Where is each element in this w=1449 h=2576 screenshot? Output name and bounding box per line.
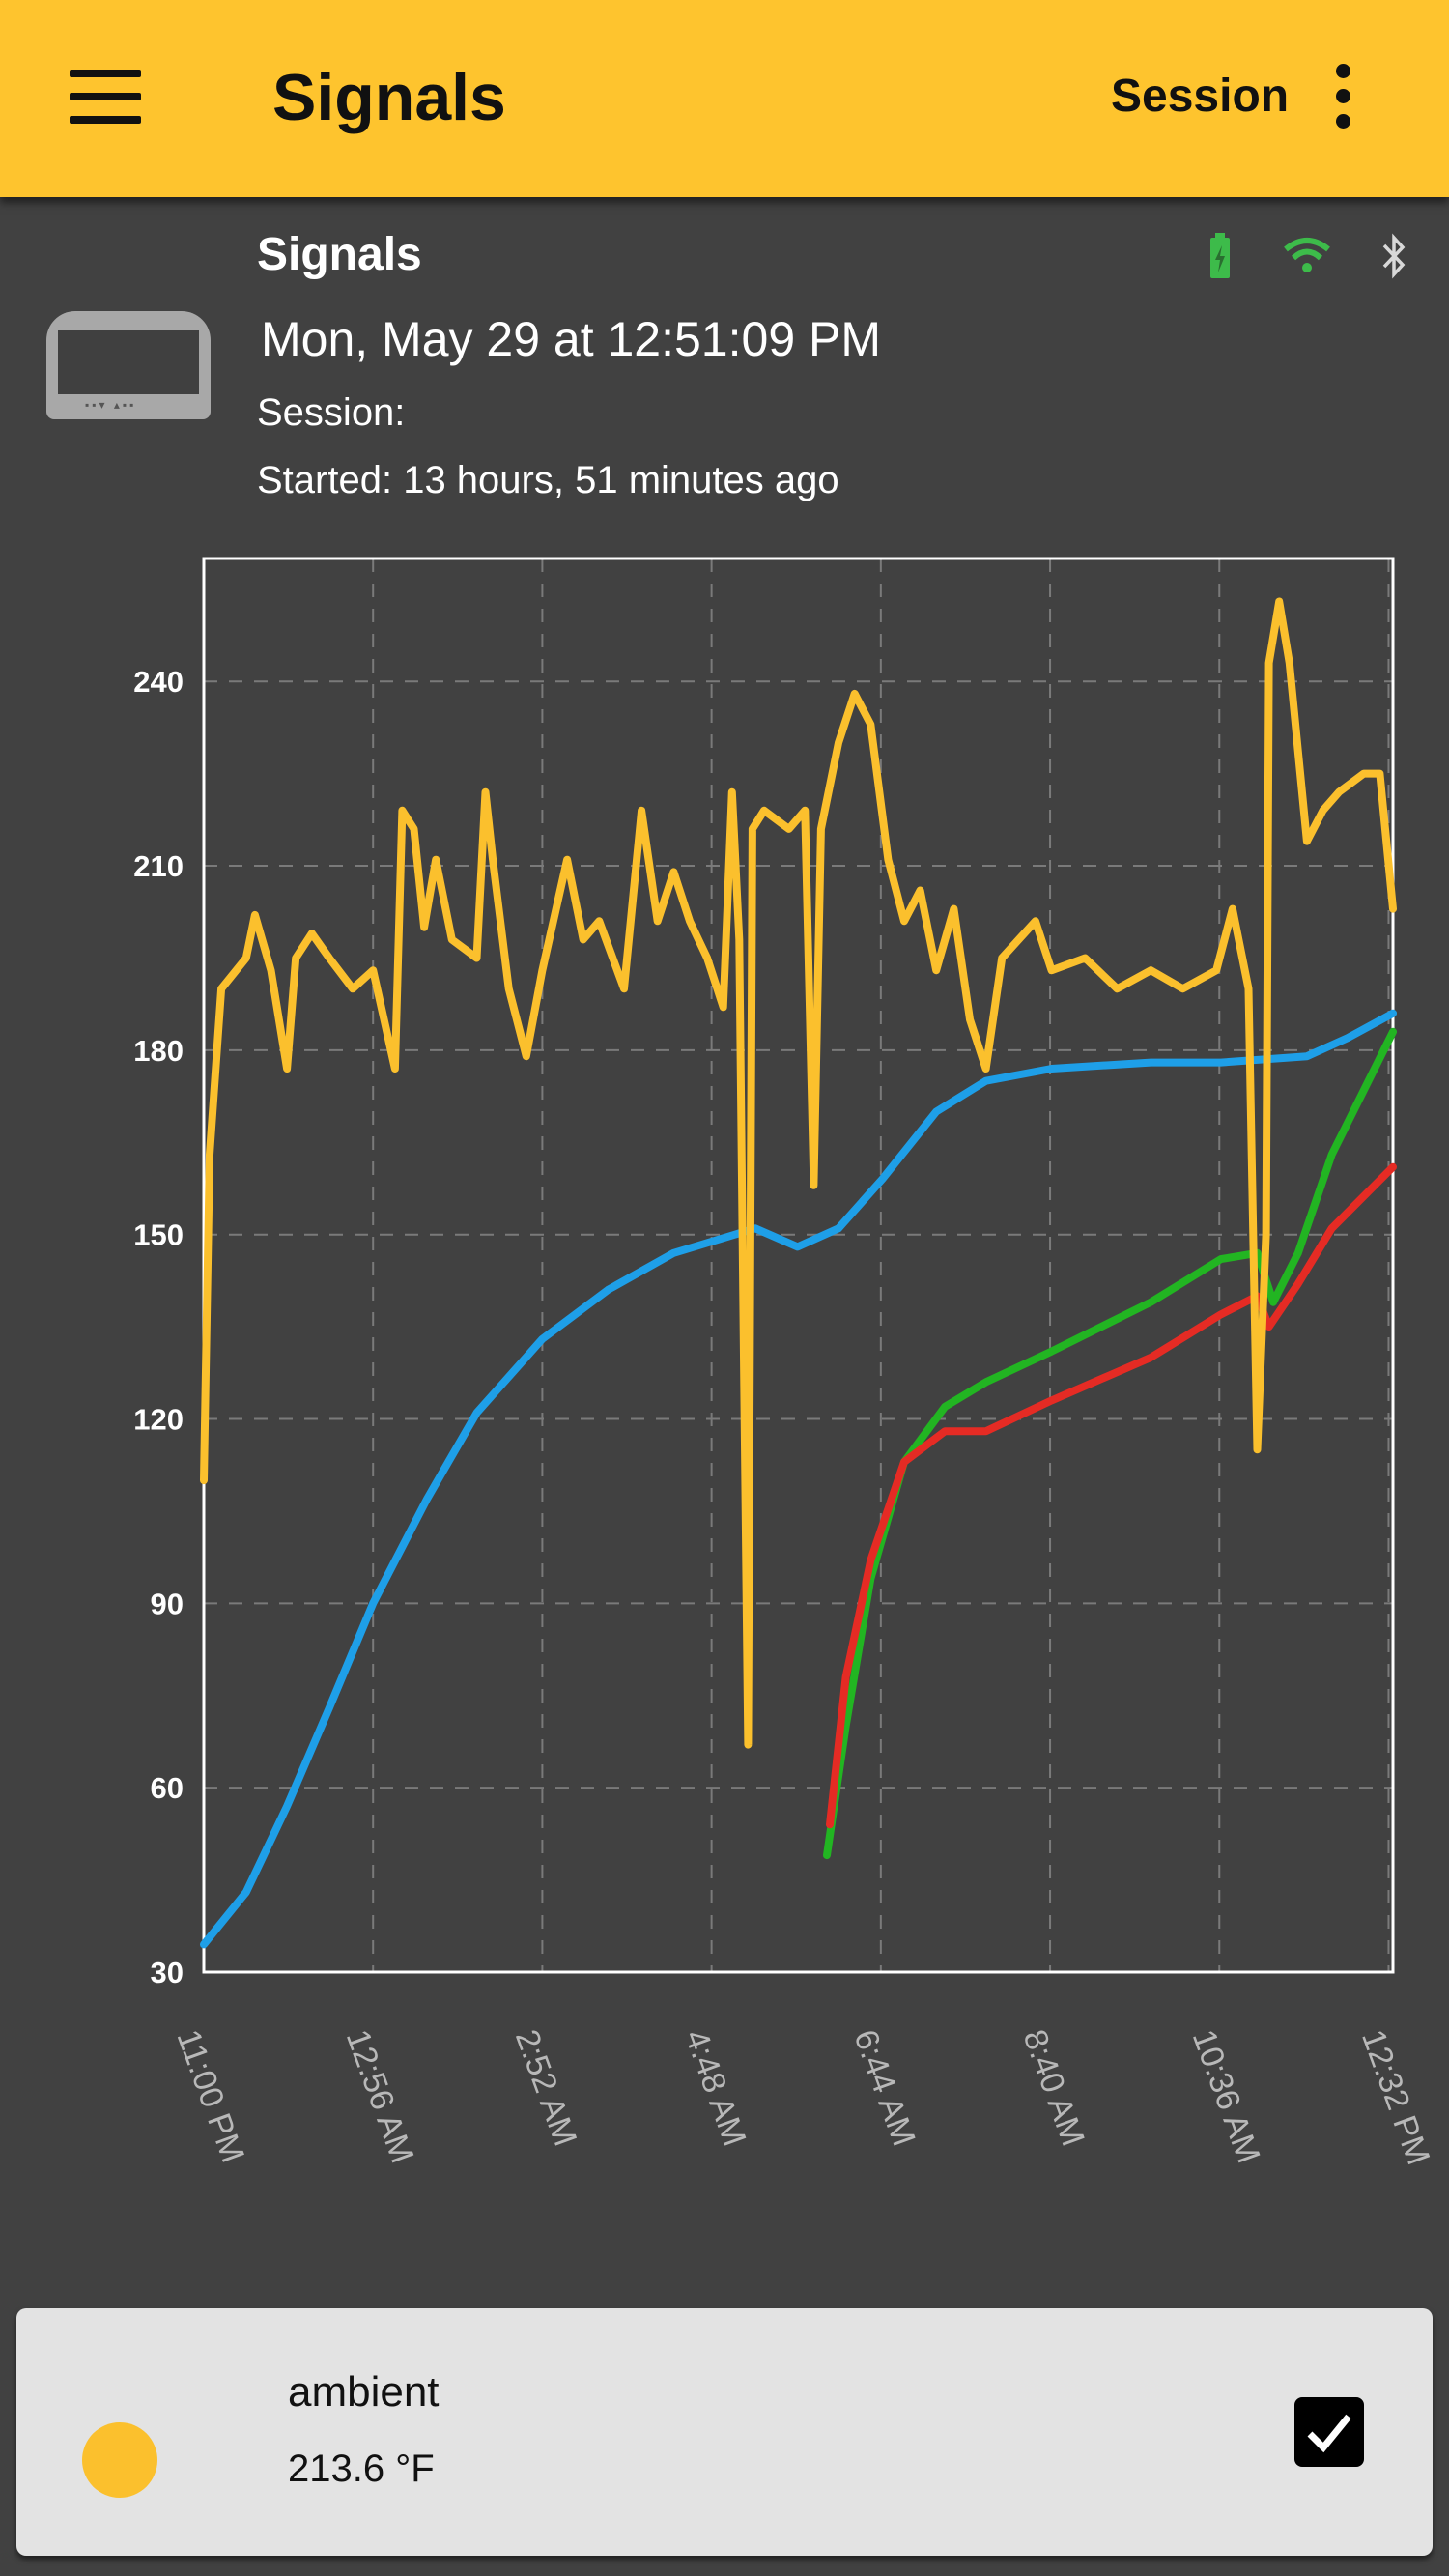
battery-charging-icon	[1210, 233, 1230, 278]
bluetooth-icon	[1382, 233, 1406, 279]
hamburger-menu-icon[interactable]	[70, 70, 141, 124]
series-color-dot	[82, 2422, 157, 2498]
x-tick-label: 11:00 PM	[169, 2025, 251, 2167]
legend-card-ambient[interactable]: ambient 213.6 °F	[16, 2308, 1433, 2556]
y-tick-label: 30	[151, 1956, 184, 1989]
x-tick-label: 12:32 PM	[1354, 2025, 1436, 2170]
y-tick-label: 210	[133, 849, 184, 883]
series-line-series-2	[200, 1009, 1397, 1949]
more-vertical-icon[interactable]	[1333, 64, 1354, 129]
series-line-series-3	[826, 1162, 1397, 1829]
series-line-ambient	[200, 597, 1397, 1749]
session-label: Session:	[257, 391, 406, 434]
x-tick-label: 12:56 AM	[339, 2025, 421, 2168]
y-tick-label: 60	[151, 1771, 184, 1805]
checkmark-icon	[1307, 2414, 1351, 2453]
series-value: 213.6 °F	[288, 2447, 435, 2490]
y-tick-label: 150	[133, 1218, 184, 1252]
y-tick-label: 120	[133, 1403, 184, 1437]
y-tick-label: 240	[133, 665, 184, 699]
x-tick-label: 2:52 AM	[508, 2025, 583, 2151]
device-icon: ▪▪▾ ▴▪▪	[46, 311, 211, 419]
y-tick-label: 90	[151, 1587, 184, 1620]
app-bar: Signals Session	[0, 0, 1449, 197]
x-tick-label: 10:36 AM	[1185, 2025, 1267, 2168]
session-started: Started: 13 hours, 51 minutes ago	[257, 459, 839, 501]
session-button[interactable]: Session	[1111, 71, 1290, 122]
x-tick-label: 8:40 AM	[1016, 2025, 1092, 2151]
device-name: Signals	[257, 229, 422, 280]
session-datetime: Mon, May 29 at 12:51:09 PM	[261, 312, 882, 366]
x-tick-label: 4:48 AM	[677, 2025, 753, 2151]
wifi-icon	[1284, 238, 1330, 272]
series-name: ambient	[288, 2368, 440, 2416]
page-title: Signals	[272, 61, 506, 134]
x-tick-label: 6:44 AM	[846, 2025, 922, 2151]
series-line-series-4	[823, 1027, 1397, 1860]
series-visible-checkbox[interactable]	[1294, 2397, 1364, 2467]
y-tick-label: 180	[133, 1034, 184, 1068]
line-chart: 30 60 90 120 150 180 210 240 11:00 PM 12:56 AM 2:5…	[133, 557, 1436, 2170]
